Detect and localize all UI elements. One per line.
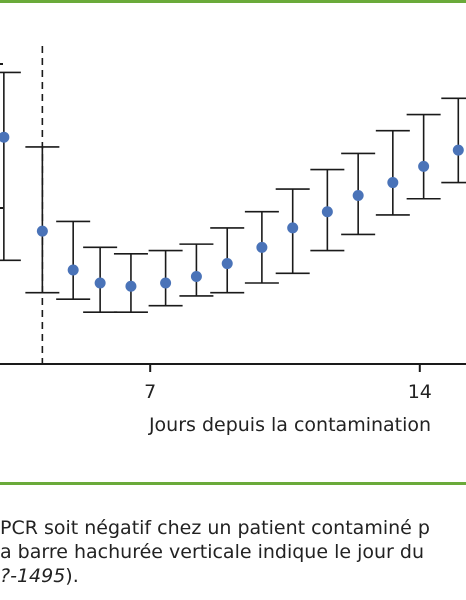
error-bar [179, 243, 214, 297]
data-point [321, 206, 333, 218]
axes [0, 46, 466, 365]
caption: PCR soit négatif chez un patient contami… [0, 516, 466, 588]
data-point [452, 144, 464, 156]
error-bar [25, 146, 60, 294]
data-point [221, 258, 233, 270]
data-point [387, 177, 399, 189]
error-bar [375, 129, 410, 216]
data-point [36, 225, 48, 237]
data-points [0, 131, 464, 292]
data-point [256, 241, 268, 253]
x-ticks: 7 14 [144, 364, 432, 403]
data-point [125, 280, 137, 292]
caption-reference: ?-1495 [0, 565, 66, 587]
error-bar [406, 113, 441, 200]
error-bar [56, 220, 91, 301]
data-point [418, 160, 430, 172]
caption-line-1: PCR soit négatif chez un patient contami… [0, 517, 430, 539]
data-point [160, 277, 172, 289]
error-bars [0, 71, 466, 313]
caption-line-2: a barre hachurée verticale indique le jo… [0, 541, 424, 563]
chart: 7 14 Jours depuis la contamination [0, 46, 466, 436]
caption-line-3: ?-1495). [0, 564, 466, 588]
data-point [94, 277, 106, 289]
data-point [67, 264, 79, 276]
data-point [352, 190, 364, 202]
x-tick-label-7: 7 [144, 381, 156, 403]
bottom-rule [0, 482, 466, 485]
x-tick-label-14: 14 [408, 381, 432, 403]
data-point [190, 271, 202, 283]
data-point [287, 222, 299, 234]
x-axis-label: Jours depuis la contamination [148, 414, 431, 436]
error-bar [441, 97, 466, 184]
top-rule [0, 0, 466, 3]
caption-line-3-end: ). [65, 565, 79, 587]
error-bar [0, 71, 21, 262]
data-point [0, 131, 10, 143]
